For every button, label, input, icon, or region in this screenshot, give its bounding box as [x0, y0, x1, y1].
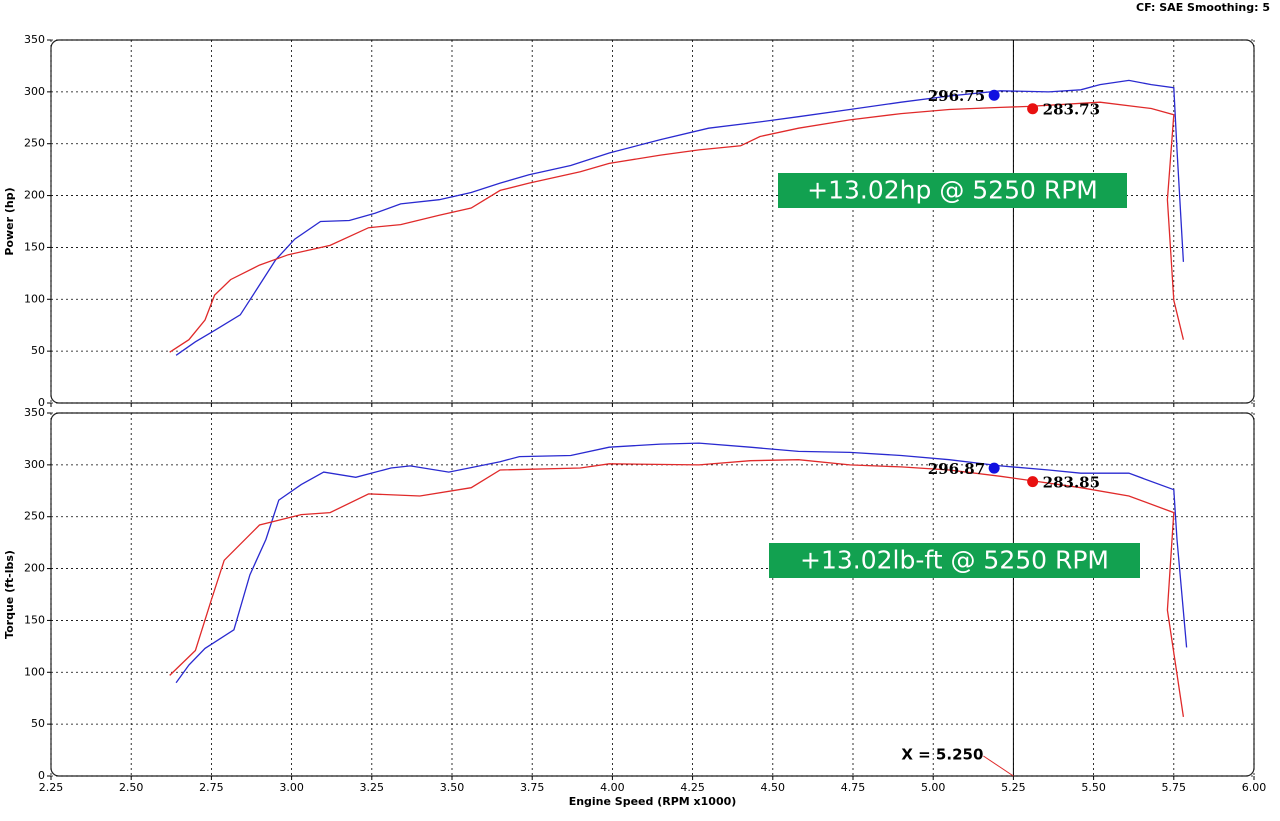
x-tick-label: 2.75 — [199, 781, 224, 794]
y-tick-label: 50 — [31, 717, 45, 730]
annotation-text: +13.02lb-ft @ 5250 RPM — [800, 546, 1109, 575]
x-tick-label: 4.00 — [600, 781, 625, 794]
series-line — [169, 459, 1185, 717]
y-tick-label: 200 — [24, 562, 45, 575]
y-tick-label: 150 — [24, 613, 45, 626]
y-tick-label: 150 — [24, 240, 45, 253]
series-line — [169, 101, 1185, 353]
x-tick-label: 4.50 — [761, 781, 786, 794]
x-tick-label: 2.25 — [39, 781, 64, 794]
y-axis-label: Power (hp) — [3, 187, 16, 255]
x-tick-label: 3.75 — [520, 781, 545, 794]
marker — [1027, 103, 1039, 115]
x-tick-label: 2.50 — [119, 781, 144, 794]
y-tick-label: 350 — [24, 33, 45, 46]
series-line — [175, 79, 1185, 356]
y-tick-label: 100 — [24, 292, 45, 305]
marker — [988, 462, 1000, 474]
x-tick-label: 4.25 — [680, 781, 705, 794]
x-tick-label: 6.00 — [1242, 781, 1267, 794]
marker-label: 296.87 — [928, 460, 985, 478]
x-tick-label: 3.25 — [360, 781, 385, 794]
marker — [1027, 476, 1039, 488]
x-tick-label: 5.25 — [1001, 781, 1026, 794]
y-tick-label: 0 — [38, 396, 45, 409]
x-tick-label: 4.75 — [841, 781, 866, 794]
x-axis-label: Engine Speed (RPM x1000) — [569, 795, 737, 808]
y-tick-label: 50 — [31, 344, 45, 357]
cursor-label: X = 5.250 — [901, 746, 983, 764]
y-tick-label: 300 — [24, 85, 45, 98]
y-tick-label: 300 — [24, 458, 45, 471]
y-tick-label: 200 — [24, 189, 45, 202]
x-tick-label: 3.50 — [440, 781, 465, 794]
marker — [988, 89, 1000, 101]
y-tick-label: 250 — [24, 137, 45, 150]
y-tick-label: 0 — [38, 769, 45, 782]
annotation-box — [769, 543, 1140, 578]
y-tick-label: 350 — [24, 406, 45, 419]
series-line — [175, 442, 1188, 684]
x-tick-label: 5.75 — [1162, 781, 1187, 794]
annotation-box — [778, 173, 1127, 208]
annotation-text: +13.02hp @ 5250 RPM — [807, 176, 1098, 205]
x-tick-label: 3.00 — [279, 781, 304, 794]
header: CF: SAE Smoothing: 5 — [1136, 1, 1270, 14]
y-tick-label: 250 — [24, 510, 45, 523]
marker-label: 283.73 — [1043, 101, 1100, 119]
marker-label: 283.85 — [1043, 474, 1100, 492]
y-axis-label: Torque (ft-lbs) — [3, 550, 16, 639]
x-tick-label: 5.00 — [921, 781, 946, 794]
y-tick-label: 100 — [24, 665, 45, 678]
cursor-leader — [983, 755, 1014, 777]
marker-label: 296.75 — [928, 87, 985, 105]
plot-frame — [50, 39, 1255, 404]
plot-frame — [50, 412, 1255, 777]
x-tick-label: 5.50 — [1081, 781, 1106, 794]
